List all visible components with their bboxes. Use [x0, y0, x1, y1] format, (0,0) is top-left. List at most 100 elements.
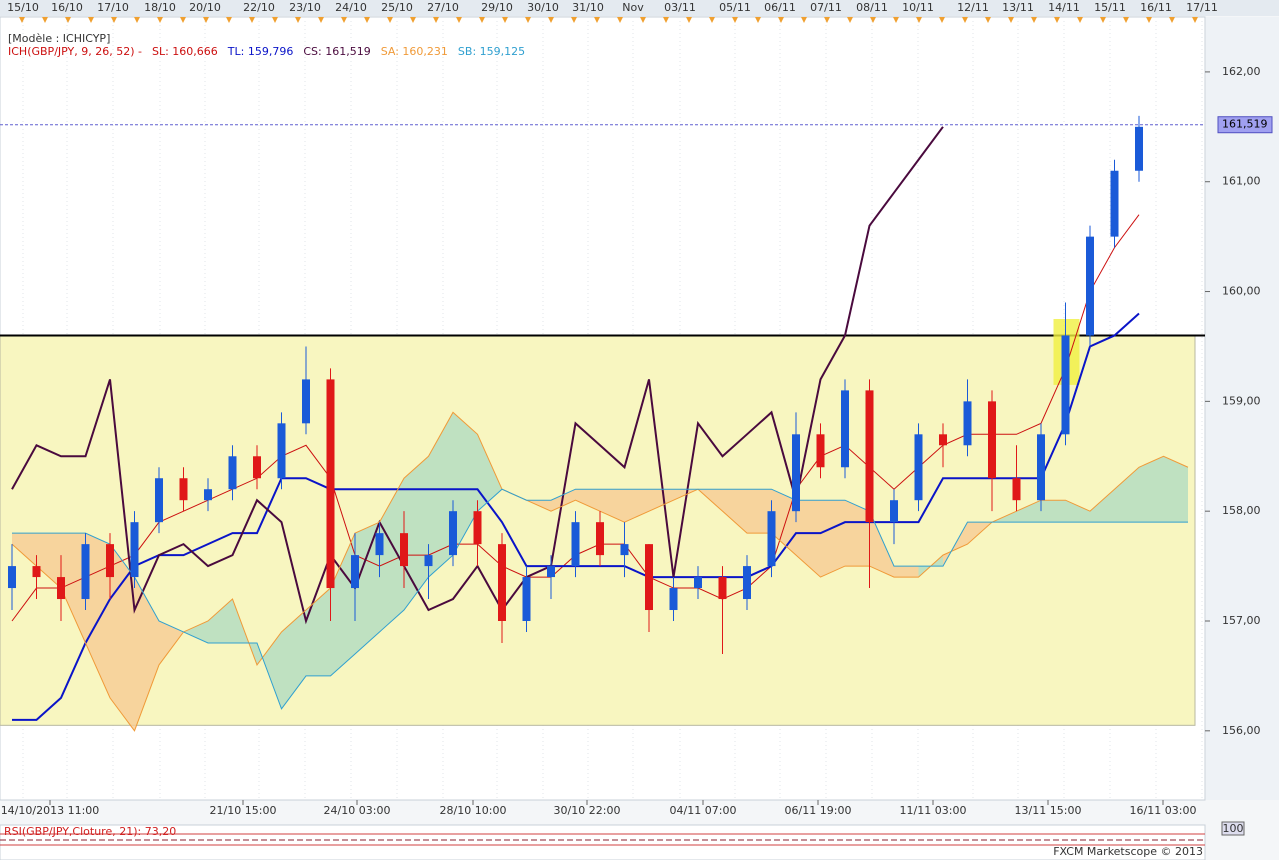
time-marker [801, 17, 807, 23]
x-tick-label: 16/11 03:00 [1130, 804, 1197, 817]
time-marker [433, 17, 439, 23]
top-date-label: 18/10 [144, 1, 176, 14]
candle-body [1012, 478, 1021, 501]
template-label: [Modèle : ICHICYP] [8, 32, 110, 45]
time-marker [1123, 17, 1129, 23]
candle-body [375, 533, 384, 556]
cloud [36, 533, 61, 589]
top-date-label: 22/10 [243, 1, 275, 14]
cloud [1114, 467, 1139, 523]
candle-body [767, 511, 776, 567]
time-marker [134, 17, 140, 23]
candle-body [1061, 335, 1070, 435]
candle-body [743, 566, 751, 600]
candle-body [1086, 236, 1094, 336]
candle-body [8, 566, 16, 589]
candle-body [865, 390, 874, 523]
time-marker [364, 17, 370, 23]
cloud [355, 522, 380, 654]
top-date-label: 15/10 [7, 1, 39, 14]
candle-body [914, 434, 923, 501]
candle-body [988, 401, 996, 479]
candle-body [1135, 126, 1143, 171]
candle-body [669, 588, 678, 611]
time-marker [19, 17, 25, 23]
top-date-label: 10/11 [902, 1, 934, 14]
cloud [134, 577, 159, 731]
x-tick-label: 11/11 03:00 [900, 804, 967, 817]
top-date-label: 15/11 [1094, 1, 1126, 14]
time-marker [1008, 17, 1014, 23]
time-marker [203, 17, 209, 23]
time-marker [502, 17, 508, 23]
time-marker [709, 17, 715, 23]
time-marker [985, 17, 991, 23]
indicator-label: ICH(GBP/JPY, 9, 26, 52) - [8, 45, 142, 58]
time-marker [962, 17, 968, 23]
candle-body [179, 478, 188, 501]
cloud [894, 566, 919, 578]
last-price-label: 161,519 [1222, 118, 1268, 131]
candle-body [571, 522, 580, 567]
y-tick-label: 157,00 [1222, 614, 1261, 627]
cloud [379, 478, 404, 632]
top-date-label: 31/10 [572, 1, 604, 14]
top-date-label: 07/11 [810, 1, 842, 14]
time-marker [939, 17, 945, 23]
cloud [600, 489, 625, 523]
x-tick-label: 13/11 15:00 [1015, 804, 1082, 817]
time-marker [295, 17, 301, 23]
time-marker [640, 17, 646, 23]
cloud [404, 456, 429, 611]
time-marker [111, 17, 117, 23]
time-marker [663, 17, 669, 23]
time-marker [617, 17, 623, 23]
candle-body [473, 511, 482, 545]
candle-body [547, 566, 555, 578]
cloud [453, 412, 478, 556]
top-date-label: 23/10 [289, 1, 321, 14]
cloud [183, 620, 208, 643]
candle-body [32, 566, 41, 578]
cloud [649, 489, 674, 512]
top-date-label: 06/11 [764, 1, 796, 14]
legend-entry: TL: 159,796 [227, 45, 294, 58]
cloud [1139, 456, 1164, 523]
candle-body [302, 379, 310, 424]
x-tick-label: 30/10 22:00 [554, 804, 621, 817]
top-date-label: 17/10 [97, 1, 129, 14]
legend-entry: SB: 159,125 [458, 45, 525, 58]
y-tick-label: 156,00 [1222, 724, 1261, 737]
candle-body [645, 544, 653, 611]
candle-body [106, 544, 114, 578]
time-marker [548, 17, 554, 23]
y-tick-label: 161,00 [1222, 175, 1261, 188]
candle-body [718, 577, 727, 600]
candle-body [1037, 434, 1045, 501]
time-marker [732, 17, 738, 23]
time-marker [88, 17, 94, 23]
time-marker [870, 17, 876, 23]
candle-body [81, 544, 90, 600]
time-marker [525, 17, 531, 23]
x-tick-label: 14/10/2013 11:00 [1, 804, 100, 817]
time-marker [341, 17, 347, 23]
time-marker [1054, 17, 1060, 23]
legend-entry: SL: 160,666 [152, 45, 218, 58]
candle-body [228, 456, 237, 490]
candle-body [1110, 170, 1119, 237]
cloud [1163, 456, 1188, 523]
top-date-label: 20/10 [189, 1, 221, 14]
x-tick-label: 06/11 19:00 [785, 804, 852, 817]
top-date-label: 16/11 [1140, 1, 1172, 14]
cloud [1016, 500, 1041, 523]
time-marker [571, 17, 577, 23]
time-marker [1169, 17, 1175, 23]
rsi-pane [0, 824, 1206, 860]
time-marker [755, 17, 761, 23]
rsi-label: RSI(GBP/JPY,Cloture, 21): 73,20 [4, 825, 176, 838]
y-tick-label: 159,00 [1222, 394, 1261, 407]
cloud [722, 489, 747, 534]
cloud [796, 500, 821, 578]
